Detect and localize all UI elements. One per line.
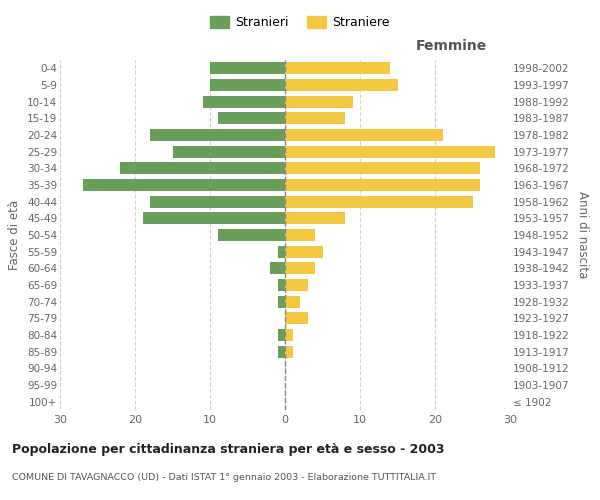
Bar [218, 229, 285, 241]
Bar [277, 246, 285, 258]
Bar [285, 129, 443, 141]
Legend: Stranieri, Straniere: Stranieri, Straniere [205, 11, 395, 34]
Bar [285, 346, 293, 358]
Bar [285, 212, 345, 224]
Bar [285, 262, 315, 274]
Bar [210, 62, 285, 74]
Bar [285, 96, 353, 108]
Text: Femmine: Femmine [416, 39, 487, 53]
Y-axis label: Fasce di età: Fasce di età [8, 200, 22, 270]
Bar [285, 329, 293, 341]
Bar [285, 246, 323, 258]
Bar [285, 146, 495, 158]
Bar [173, 146, 285, 158]
Bar [270, 262, 285, 274]
Bar [143, 212, 285, 224]
Bar [285, 196, 473, 207]
Bar [83, 179, 285, 191]
Text: COMUNE DI TAVAGNACCO (UD) - Dati ISTAT 1° gennaio 2003 - Elaborazione TUTTITALIA: COMUNE DI TAVAGNACCO (UD) - Dati ISTAT 1… [12, 472, 436, 482]
Bar [210, 79, 285, 91]
Bar [277, 279, 285, 291]
Bar [277, 296, 285, 308]
Bar [285, 296, 300, 308]
Bar [285, 162, 480, 174]
Bar [277, 346, 285, 358]
Bar [150, 129, 285, 141]
Bar [277, 329, 285, 341]
Bar [285, 62, 390, 74]
Bar [285, 112, 345, 124]
Bar [285, 312, 308, 324]
Bar [218, 112, 285, 124]
Bar [285, 179, 480, 191]
Bar [285, 279, 308, 291]
Bar [203, 96, 285, 108]
Y-axis label: Anni di nascita: Anni di nascita [576, 192, 589, 278]
Bar [285, 79, 398, 91]
Text: Popolazione per cittadinanza straniera per età e sesso - 2003: Popolazione per cittadinanza straniera p… [12, 442, 445, 456]
Bar [285, 229, 315, 241]
Bar [120, 162, 285, 174]
Bar [150, 196, 285, 207]
